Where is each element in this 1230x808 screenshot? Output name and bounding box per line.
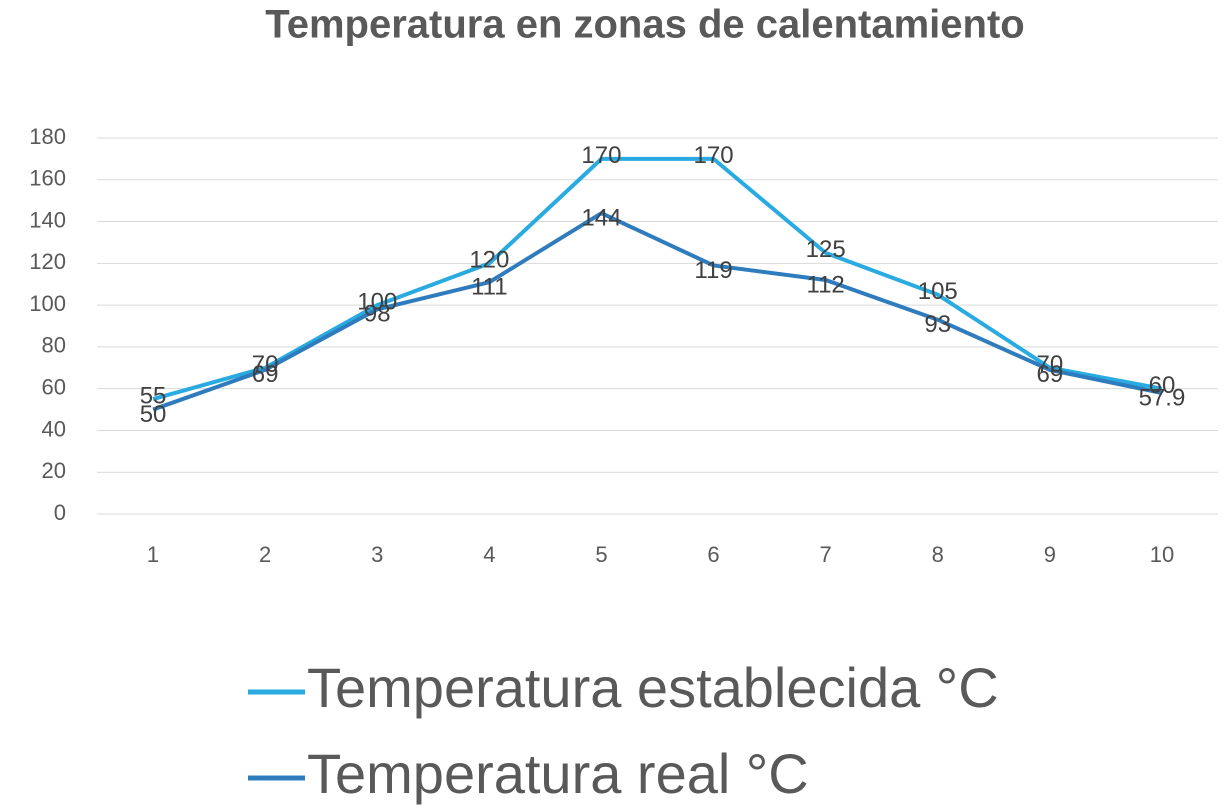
y-tick-label: 0 [54, 500, 66, 525]
series-line [152, 156, 1163, 402]
legend-label: Temperatura real °C [307, 742, 809, 805]
y-tick-label: 20 [42, 458, 66, 483]
x-tick-label: 1 [147, 542, 159, 567]
y-tick-label: 60 [42, 374, 66, 399]
data-label: 98 [364, 301, 391, 328]
data-label: 69 [1036, 361, 1063, 388]
x-tick-label: 7 [820, 542, 832, 567]
x-tick-label: 8 [932, 542, 944, 567]
y-tick-label: 100 [29, 291, 66, 316]
data-label: 69 [252, 361, 279, 388]
data-label: 70 [1036, 351, 1063, 378]
x-tick-label: 3 [371, 542, 383, 567]
series-line [152, 211, 1163, 412]
x-tick-label: 4 [483, 542, 495, 567]
data-label: 112 [807, 271, 845, 298]
data-label: 55 [140, 382, 167, 409]
y-tick-label: 120 [29, 249, 66, 274]
x-tick-label: 2 [259, 542, 271, 567]
data-label: 170 [694, 142, 734, 169]
data-label: 50 [140, 401, 167, 428]
chart-title: Temperatura en zonas de calentamiento [265, 3, 1024, 47]
data-label: 100 [357, 288, 397, 315]
data-label: 144 [581, 205, 621, 232]
y-tick-label: 140 [29, 207, 66, 232]
data-label: 70 [252, 351, 279, 378]
data-label: 170 [581, 142, 621, 169]
data-label: 105 [918, 278, 958, 305]
x-tick-label: 9 [1044, 542, 1056, 567]
y-tick-label: 80 [42, 333, 66, 358]
y-tick-label: 40 [42, 416, 66, 441]
data-label: 60 [1149, 372, 1176, 399]
x-tick-label: 5 [595, 542, 607, 567]
y-tick-label: 180 [29, 124, 66, 149]
y-tick-label: 160 [29, 166, 66, 191]
data-label: 93 [924, 311, 951, 338]
x-tick-label: 10 [1150, 542, 1174, 567]
data-label: 111 [471, 273, 507, 300]
data-label: 119 [694, 257, 732, 284]
data-label: 120 [469, 247, 509, 274]
data-label: 125 [806, 236, 846, 263]
data-label: 57.9 [1139, 384, 1186, 411]
legend-label: Temperatura establecida °C [307, 656, 999, 719]
x-tick-label: 6 [707, 542, 719, 567]
